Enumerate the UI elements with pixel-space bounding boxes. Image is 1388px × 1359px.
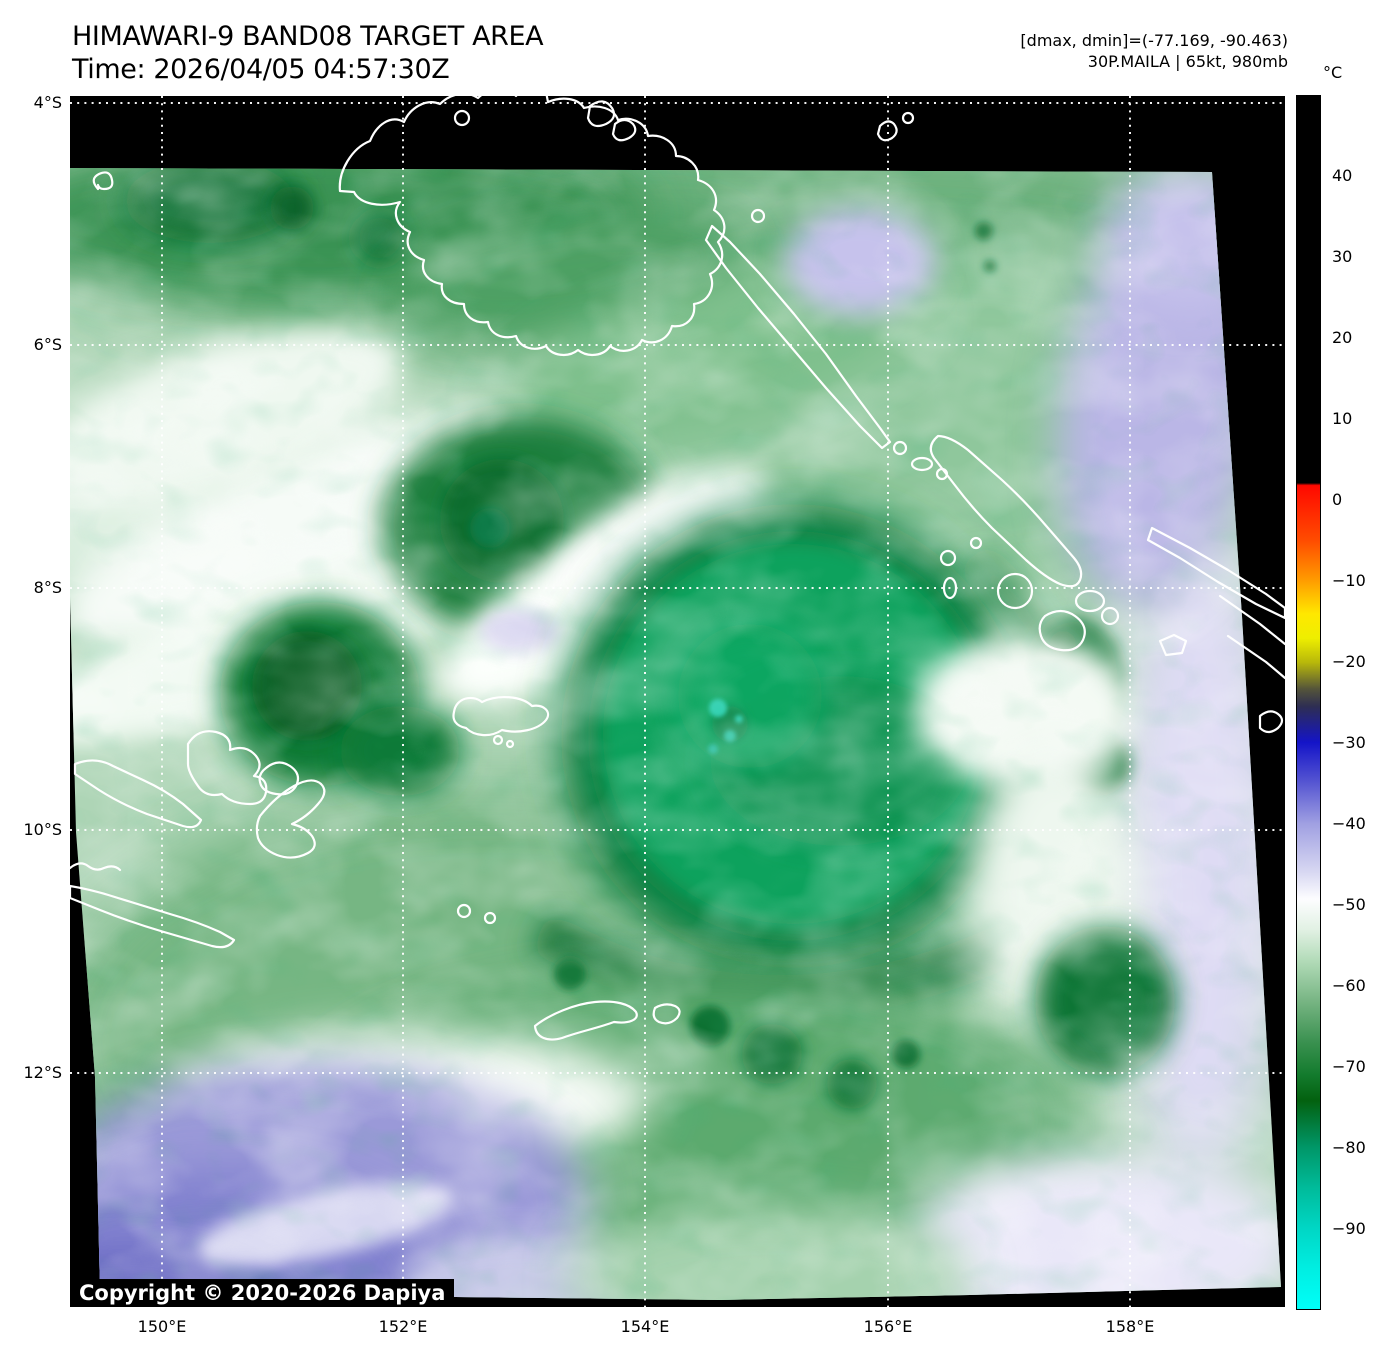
colorbar-tick-m80: −80 xyxy=(1332,1138,1366,1157)
graticule-gridlines xyxy=(70,96,1285,1307)
annotation-block: [dmax, dmin]=(-77.169, -90.463) 30P.MAIL… xyxy=(1020,30,1288,72)
lat-label-6s: 6°S xyxy=(33,335,62,354)
map-frame: Copyright © 2020-2026 Dapiya xyxy=(70,96,1285,1307)
colorbar-tick-0: 0 xyxy=(1332,490,1343,509)
colorbar-tick-m50: −50 xyxy=(1332,895,1366,914)
satellite-swath xyxy=(70,168,1281,1300)
lat-label-10s: 10°S xyxy=(23,820,62,839)
colorbar-unit-label: °C xyxy=(1323,63,1343,82)
colorbar-tick-m90: −90 xyxy=(1332,1219,1366,1238)
satellite-map xyxy=(70,96,1285,1307)
colorbar-tick-m10: −10 xyxy=(1332,571,1366,590)
lon-label-150e: 150°E xyxy=(137,1317,187,1336)
timestamp: Time: 2026/04/05 04:57:30Z xyxy=(72,54,450,85)
copyright-badge: Copyright © 2020-2026 Dapiya xyxy=(70,1279,455,1307)
colorbar-tick-m40: −40 xyxy=(1332,814,1366,833)
colorbar-tick-20: 20 xyxy=(1332,328,1353,347)
colorbar xyxy=(1296,95,1321,1310)
lon-label-152e: 152°E xyxy=(378,1317,428,1336)
lon-label-154e: 154°E xyxy=(620,1317,670,1336)
colorbar-tick-m60: −60 xyxy=(1332,976,1366,995)
colorbar-tick-m20: −20 xyxy=(1332,652,1366,671)
colorbar-tick-40: 40 xyxy=(1332,166,1353,185)
lat-label-4s: 4°S xyxy=(33,93,62,112)
colorbar-tick-30: 30 xyxy=(1332,247,1353,266)
colorbar-tick-m70: −70 xyxy=(1332,1057,1366,1076)
storm-annotation: 30P.MAILA | 65kt, 980mb xyxy=(1087,52,1288,71)
header-block: HIMAWARI-9 BAND08 TARGET AREA Time: 2026… xyxy=(72,20,544,86)
lon-label-158e: 158°E xyxy=(1105,1317,1155,1336)
dmax-dmin-annotation: [dmax, dmin]=(-77.169, -90.463) xyxy=(1020,31,1288,50)
lat-label-8s: 8°S xyxy=(33,578,62,597)
page-title: HIMAWARI-9 BAND08 TARGET AREA xyxy=(72,21,544,52)
coastlines xyxy=(70,96,1285,1041)
colorbar-tick-10: 10 xyxy=(1332,409,1353,428)
lat-label-12s: 12°S xyxy=(23,1063,62,1082)
colorbar-tick-m30: −30 xyxy=(1332,733,1366,752)
lon-label-156e: 156°E xyxy=(863,1317,913,1336)
